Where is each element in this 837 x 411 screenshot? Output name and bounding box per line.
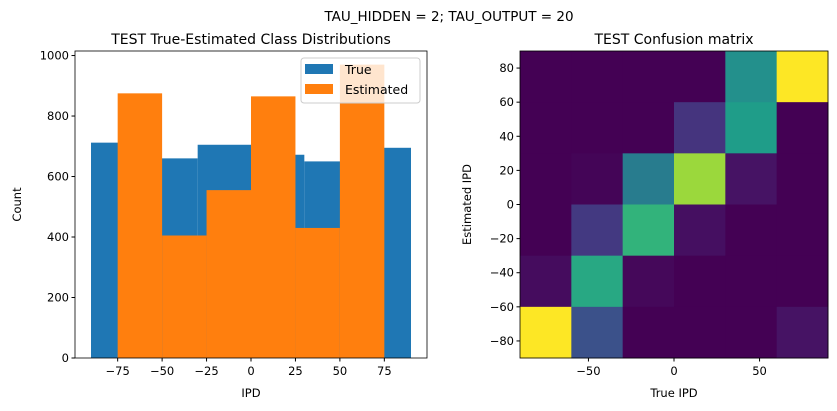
heatmap-cell: [571, 204, 624, 257]
heatmap-cell: [622, 306, 675, 359]
heatmap-cell: [776, 153, 829, 205]
histogram-axes: −75 −50 −25 0 25 50 75 0 200 400 600 800 1000 TEST Tr…: [10, 32, 428, 400]
y-tick-label: −20: [490, 232, 514, 246]
bar-estimated: [206, 190, 251, 358]
heatmap-cell: [571, 153, 624, 205]
heatmap-cell: [725, 204, 778, 257]
x-axis-label: IPD: [241, 386, 260, 400]
heatmap-cell: [520, 102, 572, 154]
x-tick-label: 0: [247, 364, 254, 378]
bar-estimated: [339, 64, 385, 358]
heatmap-cell: [776, 102, 829, 154]
y-tick-label: 20: [499, 163, 514, 177]
heatmap-cell: [571, 306, 624, 359]
bar-estimated: [251, 96, 296, 359]
y-tick-label: 800: [47, 109, 69, 123]
y-tick-label: 60: [499, 95, 514, 109]
heatmap-cell: [520, 51, 572, 103]
x-tick-label: 75: [377, 364, 392, 378]
x-tick-label: 50: [333, 364, 348, 378]
confusion-matrix-axes: −50 0 50 −80 −60 −40 −20 0 20 40 60 80 TEST Confusio…: [460, 32, 829, 400]
x-tick-label: −25: [194, 364, 218, 378]
figure-suptitle: TAU_HIDDEN = 2; TAU_OUTPUT = 20: [323, 9, 573, 25]
heatmap-cell: [571, 102, 624, 154]
heatmap-cell: [520, 153, 572, 205]
heatmap-cell: [520, 306, 572, 359]
x-tick-label: 50: [752, 364, 767, 378]
heatmap-cell: [622, 51, 675, 103]
heatmap-cell: [571, 255, 624, 308]
heatmap-cell: [571, 51, 624, 103]
heatmap-cell: [674, 204, 726, 257]
x-tick-label: −50: [576, 364, 600, 378]
y-tick-label: 400: [47, 230, 69, 244]
heatmap-cell: [520, 255, 572, 308]
legend-swatch-estimated: [305, 84, 333, 94]
heatmap-cell: [725, 255, 778, 308]
heatmap-cell: [622, 204, 675, 257]
heatmap-cell: [776, 255, 829, 308]
y-tick-label: 40: [499, 129, 514, 143]
y-tick-label: 200: [47, 291, 69, 305]
y-tick-label: −60: [490, 300, 514, 314]
heatmap-cell: [622, 102, 675, 154]
bar-estimated: [295, 227, 340, 358]
heatmap-cell: [674, 102, 726, 154]
chart-title: TEST Confusion matrix: [593, 32, 753, 48]
y-tick-label: 80: [499, 61, 514, 75]
heatmap-cell: [725, 51, 778, 103]
heatmap-cell: [725, 306, 778, 359]
y-axis-label: Estimated IPD: [460, 164, 474, 245]
x-tick-label: −75: [106, 364, 130, 378]
heatmap-cell: [776, 204, 829, 257]
x-tick-label: 0: [670, 364, 677, 378]
y-tick-label: 0: [62, 351, 69, 365]
bar-estimated: [117, 93, 163, 359]
heatmap-cell: [622, 153, 675, 205]
bar-estimated: [162, 235, 207, 358]
heatmap-cell: [520, 204, 572, 257]
y-axis-label: Count: [10, 187, 24, 222]
y-tick-label: 0: [507, 198, 514, 212]
heatmap-cell: [674, 255, 726, 308]
x-axis-label: True IPD: [649, 386, 697, 400]
heatmap-cell: [725, 153, 778, 205]
legend-label: True: [344, 62, 372, 77]
legend-swatch-true: [305, 64, 333, 74]
heatmap-cell: [674, 51, 726, 103]
heatmap-cell: [776, 306, 829, 359]
heatmap-cell: [776, 51, 829, 103]
heatmap-cell: [725, 102, 778, 154]
y-tick-label: −80: [490, 334, 514, 348]
y-tick-label: −40: [490, 266, 514, 280]
heatmap-cell: [622, 255, 675, 308]
heatmap-cell: [674, 153, 726, 205]
x-tick-label: −50: [150, 364, 174, 378]
heatmap-cell: [674, 306, 726, 359]
y-tick-label: 1000: [40, 49, 69, 63]
y-tick-label: 600: [47, 170, 69, 184]
legend-label: Estimated: [345, 82, 408, 97]
x-tick-label: 25: [288, 364, 303, 378]
chart-title: TEST True-Estimated Class Distributions: [110, 32, 391, 48]
